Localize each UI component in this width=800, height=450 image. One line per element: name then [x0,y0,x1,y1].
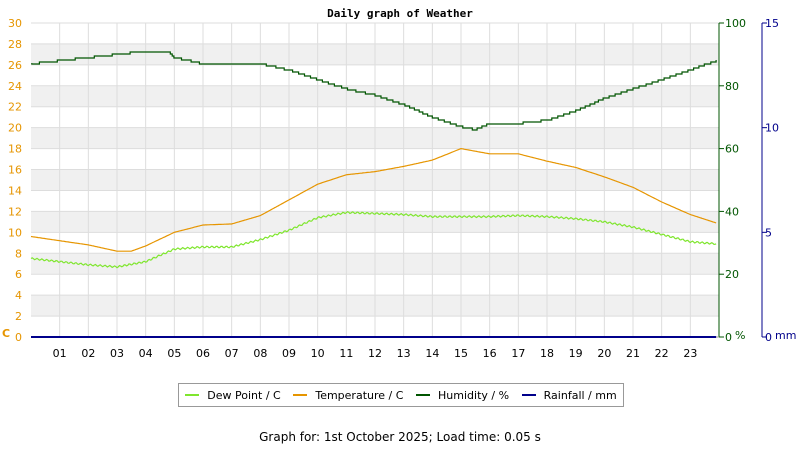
x-tick-label: 23 [683,347,697,360]
left-tick-label: 6 [15,268,22,281]
legend-item-rainfall: Rainfall / mm [521,388,617,402]
left-tick-label: 12 [8,205,22,218]
rain-tick-label: 5 [765,226,772,239]
left-tick-label: 10 [8,226,22,239]
x-tick-label: 19 [569,347,583,360]
x-tick-label: 21 [626,347,640,360]
x-tick-label: 03 [110,347,124,360]
left-tick-label: 14 [8,184,22,197]
legend-label: Temperature / C [315,388,404,402]
left-tick-label: 24 [8,80,22,93]
humidity-tick-label: 20 [725,268,739,281]
series-line-2 [31,51,717,131]
left-tick-label: 30 [8,17,22,30]
rain-tick-label: 15 [765,17,779,30]
x-tick-label: 17 [511,347,525,360]
x-axis-ticks: 01 02 03 04 05 06 07 08 09 10 11 12 13 14 15 16 17 18 19 20… [53,347,698,360]
legend-item-dew-point: Dew Point / C [185,388,281,402]
x-tick-label: 13 [397,347,411,360]
rain-axis-unit: mm [775,329,796,342]
x-tick-label: 12 [368,347,382,360]
humidity-axis-ticks: 0 20 40 60 80 100 [719,17,746,344]
x-tick-label: 09 [282,347,296,360]
left-tick-label: 20 [8,122,22,135]
x-tick-label: 01 [53,347,67,360]
humidity-tick-label: 40 [725,205,739,218]
humidity-tick-label: 60 [725,143,739,156]
legend-label: Humidity / % [438,388,510,402]
left-tick-label: 0 [15,331,22,344]
legend: Dew Point / C Temperature / C Humidity /… [178,383,624,407]
left-tick-label: 4 [15,289,22,302]
legend-item-temperature: Temperature / C [293,389,403,402]
x-tick-label: 20 [597,347,611,360]
rain-axis-ticks: 0 5 10 15 [762,17,779,344]
x-tick-label: 05 [167,347,181,360]
legend-swatch [185,394,200,396]
left-tick-label: 2 [15,310,22,323]
left-tick-label: 18 [8,143,22,156]
x-tick-label: 08 [253,347,267,360]
x-tick-label: 10 [311,347,325,360]
footer-text: Graph for: 1st October 2025; Load time: … [259,430,541,444]
humidity-axis-unit: % [735,329,745,342]
left-tick-label: 16 [8,164,22,177]
humidity-tick-label: 100 [725,17,746,30]
series-line-0 [30,211,717,269]
left-tick-label: 28 [8,38,22,51]
rain-tick-label: 0 [765,331,772,344]
x-tick-label: 18 [540,347,554,360]
x-tick-label: 04 [139,347,153,360]
grid-lines [31,22,719,338]
x-tick-label: 16 [483,347,497,360]
legend-swatch [416,394,431,396]
rain-tick-label: 10 [765,122,779,135]
left-tick-label: 22 [8,101,22,114]
left-tick-label: 26 [8,59,22,72]
x-tick-label: 14 [425,347,439,360]
humidity-tick-label: 80 [725,80,739,93]
legend-swatch [521,394,536,396]
x-tick-label: 02 [81,347,95,360]
x-tick-label: 15 [454,347,468,360]
x-tick-label: 07 [225,347,239,360]
legend-swatch [293,394,308,396]
series-line-1 [30,147,717,252]
legend-label: Rainfall / mm [543,388,617,402]
series-lines [30,51,717,338]
x-tick-label: 22 [655,347,669,360]
humidity-tick-label: 0 [725,331,732,344]
left-axis-unit: C [2,327,10,340]
chart-title: Daily graph of Weather [327,7,473,20]
legend-item-humidity: Humidity / % [416,389,509,402]
legend-label: Dew Point / C [207,388,281,402]
left-tick-label: 8 [15,247,22,260]
x-tick-label: 11 [339,347,353,360]
x-tick-label: 06 [196,347,210,360]
